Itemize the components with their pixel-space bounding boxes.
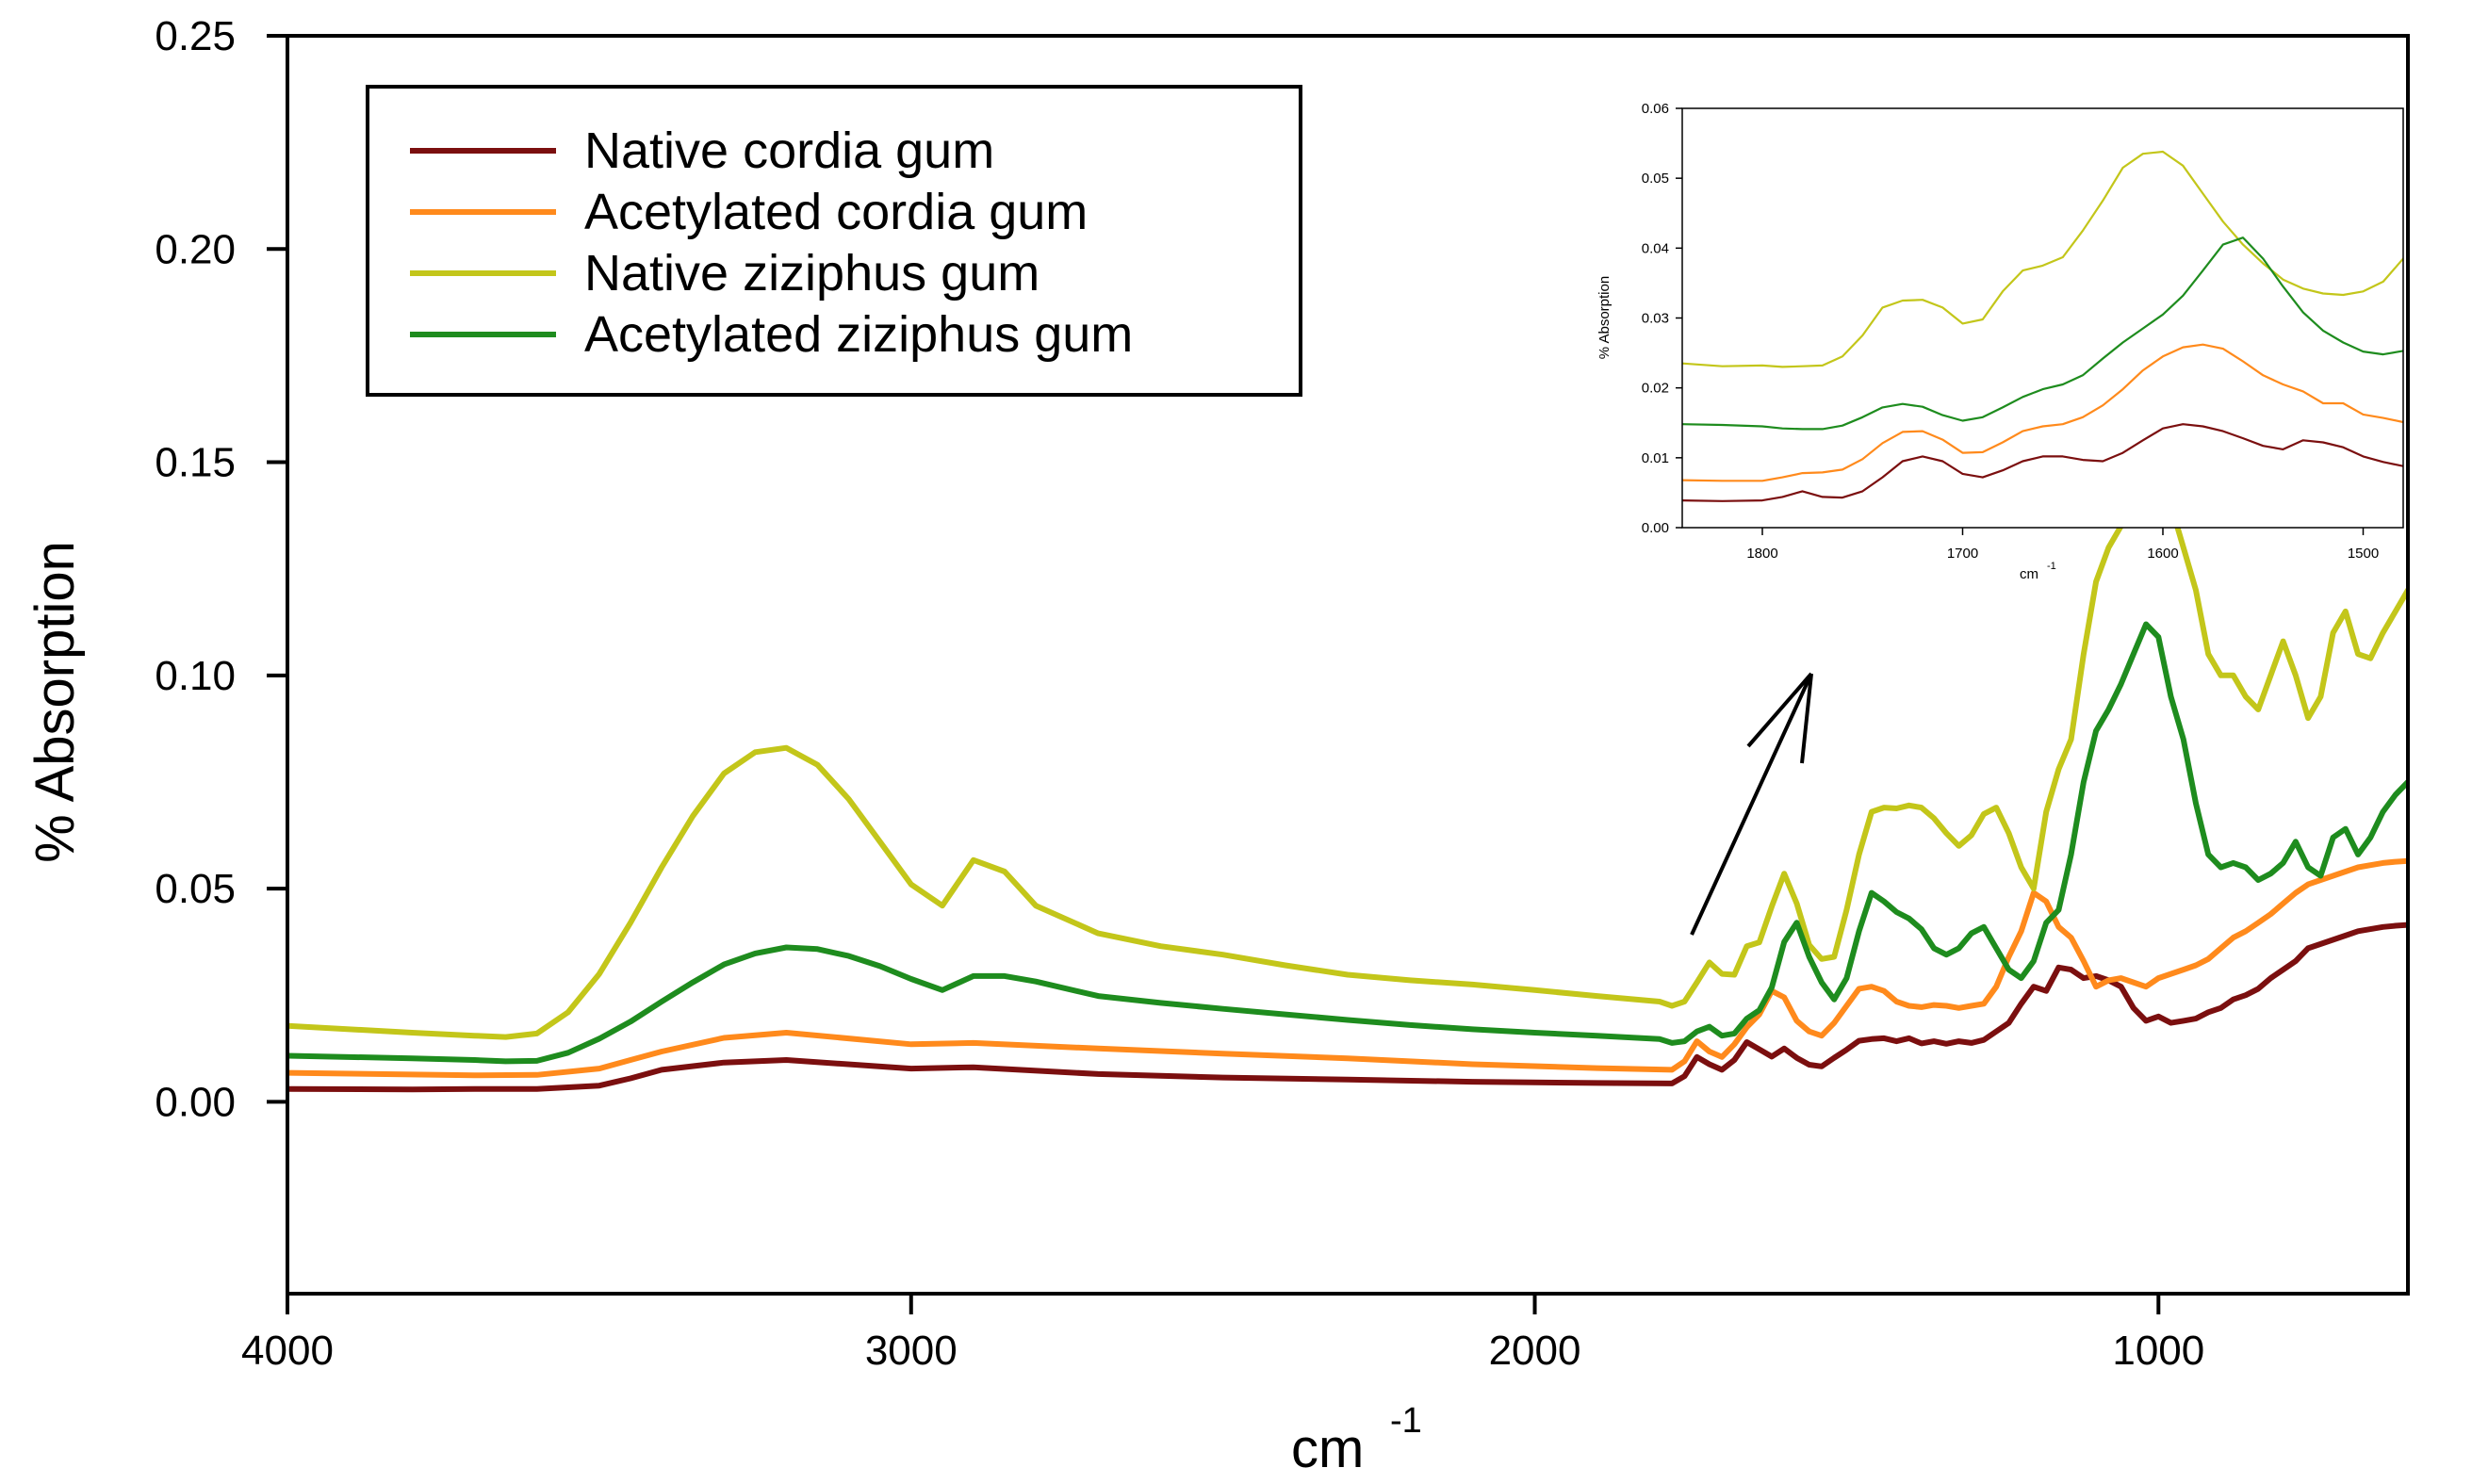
inset-y-tick-label: 0.04 — [1642, 240, 1669, 256]
main-series-group — [287, 481, 2408, 1093]
annotation-arrow — [1690, 672, 1813, 936]
inset-x-tick-label: 1500 — [2348, 546, 2379, 562]
inset-series-group — [1682, 150, 2403, 502]
inset-background — [1682, 108, 2403, 528]
legend-label-acetylated-cordia-gum: Acetylated cordia gum — [584, 184, 1088, 240]
main-plot-frame — [286, 34, 2410, 1296]
inset-x-axis-label-superscript: -1 — [2047, 561, 2056, 572]
inset-y-tick-label: 0.02 — [1642, 381, 1669, 397]
main-y-tick-label: 0.25 — [155, 13, 236, 59]
main-x-tick-label: 4000 — [241, 1328, 334, 1374]
legend-label-native-ziziphus-gum: Native ziziphus gum — [584, 245, 1040, 302]
inset-y-tick-label: 0.01 — [1642, 450, 1669, 466]
inset-x-tick-label: 1600 — [2147, 546, 2178, 562]
inset-x-axis: 1800 1700 1600 1500 — [1746, 528, 2379, 562]
main-x-tick-label: 1000 — [2112, 1328, 2204, 1374]
main-x-tick-label: 3000 — [865, 1328, 958, 1374]
main-series-acetylated-ziziphus-gum — [287, 621, 2408, 1065]
main-x-axis-label-superscript: -1 — [1390, 1401, 1422, 1441]
main-y-axis-label: % Absorption — [25, 541, 86, 863]
inset-x-tick-label: 1700 — [1947, 546, 1978, 562]
main-y-tick-label: 0.05 — [155, 866, 236, 912]
inset-chart: 0.00 0.01 0.02 0.03 0.04 0.05 0.06 1800 1700 160… — [1596, 101, 2404, 582]
inset-series-native-cordia-gum — [1682, 423, 2403, 502]
inset-x-axis-label: cm — [2020, 566, 2038, 582]
main-chart: 0.00 0.05 0.10 0.15 0.20 0.25 4000 3000 2000 100… — [25, 13, 2410, 1479]
inset-y-tick-label: 0.06 — [1642, 101, 1669, 117]
inset-x-tick-label: 1800 — [1746, 546, 1777, 562]
inset-y-axis: 0.00 0.01 0.02 0.03 0.04 0.05 0.06 — [1642, 101, 1682, 536]
inset-y-tick-label: 0.03 — [1642, 311, 1669, 327]
main-y-tick-label: 0.15 — [155, 440, 236, 486]
inset-series-acetylated-cordia-gum — [1682, 343, 2403, 482]
main-series-native-ziziphus-gum — [287, 481, 2408, 1040]
inset-series-native-ziziphus-gum — [1682, 150, 2403, 368]
legend-label-acetylated-ziziphus-gum: Acetylated ziziphus gum — [584, 306, 1133, 363]
main-y-axis: 0.00 0.05 0.10 0.15 0.20 0.25 — [155, 13, 287, 1125]
inset-y-tick-label: 0.00 — [1642, 520, 1669, 536]
legend-box — [366, 85, 1302, 397]
main-y-tick-label: 0.10 — [155, 653, 236, 699]
main-series-native-cordia-gum — [287, 921, 2408, 1093]
main-x-axis: 4000 3000 2000 1000 — [241, 1294, 2204, 1374]
main-x-axis-label: cm — [1291, 1418, 1364, 1479]
main-series-acetylated-cordia-gum — [287, 857, 2408, 1079]
main-x-tick-label: 2000 — [1489, 1328, 1581, 1374]
legend-label-native-cordia-gum: Native cordia gum — [584, 122, 994, 179]
inset-y-tick-label: 0.05 — [1642, 171, 1669, 187]
inset-y-axis-label: % Absorption — [1596, 276, 1613, 359]
main-y-tick-label: 0.20 — [155, 226, 236, 272]
main-y-tick-label: 0.00 — [155, 1079, 236, 1125]
inset-series-acetylated-ziziphus-gum — [1682, 236, 2403, 431]
